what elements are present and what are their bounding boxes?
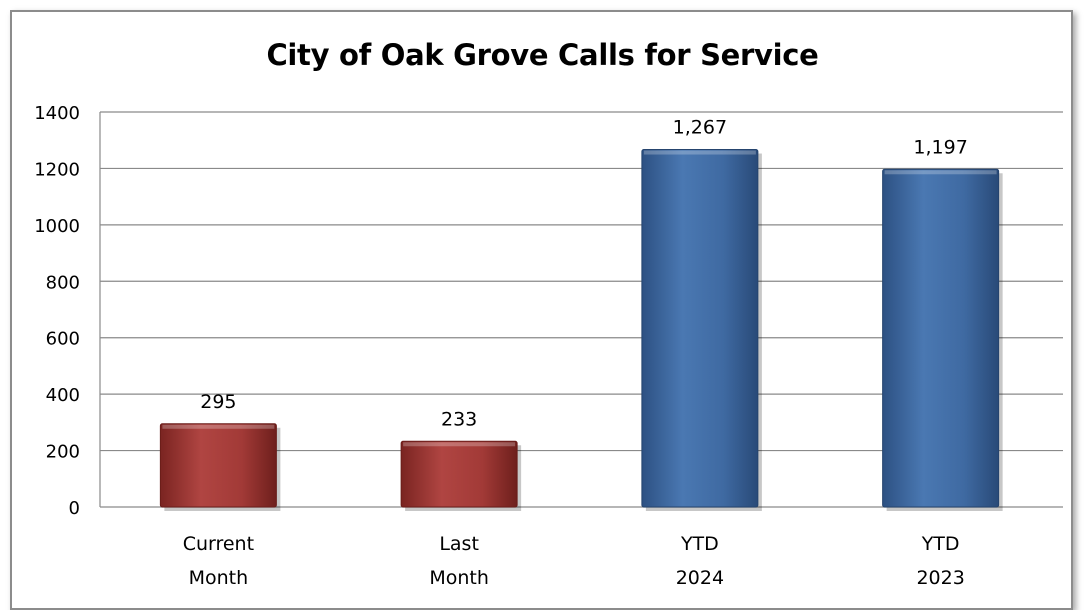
- chart-title: City of Oak Grove Calls for Service: [266, 38, 819, 72]
- x-tick-label: Last: [439, 533, 479, 555]
- y-tick-label: 400: [46, 385, 80, 406]
- data-label: 1,197: [913, 136, 967, 158]
- bars: [159, 149, 1003, 511]
- data-label: 233: [441, 408, 477, 430]
- bar: [159, 423, 277, 508]
- x-tick-label: Month: [189, 567, 249, 589]
- x-tick-label: 2024: [676, 567, 724, 589]
- bar-highlight: [403, 442, 516, 447]
- y-tick-label: 0: [69, 498, 80, 519]
- bar-highlight: [884, 170, 997, 175]
- bar: [400, 440, 518, 508]
- y-tick-label: 200: [46, 442, 80, 463]
- y-tick-label: 600: [46, 329, 80, 350]
- y-tick-label: 1000: [34, 216, 80, 237]
- x-tick-label: YTD: [921, 533, 960, 555]
- y-axis-ticks: 0 200 400 600 800 1000 1200 1400: [34, 103, 80, 519]
- bar: [882, 168, 1000, 508]
- x-tick-label: Month: [429, 567, 489, 589]
- x-axis-labels: Current Month Last Month YTD 2024 YTD 2023: [183, 533, 965, 589]
- data-label: 1,267: [673, 117, 727, 139]
- bar-highlight: [643, 150, 756, 155]
- x-tick-label: Current: [183, 533, 254, 555]
- x-tick-label: YTD: [680, 533, 719, 555]
- data-labels: 295 233 1,267 1,197: [200, 117, 968, 431]
- y-tick-label: 1400: [34, 103, 80, 124]
- data-label: 295: [200, 391, 236, 413]
- y-tick-label: 800: [46, 272, 80, 293]
- bar-highlight: [162, 424, 275, 429]
- x-tick-label: 2023: [916, 567, 964, 589]
- bar: [641, 149, 759, 508]
- y-tick-label: 1200: [34, 159, 80, 180]
